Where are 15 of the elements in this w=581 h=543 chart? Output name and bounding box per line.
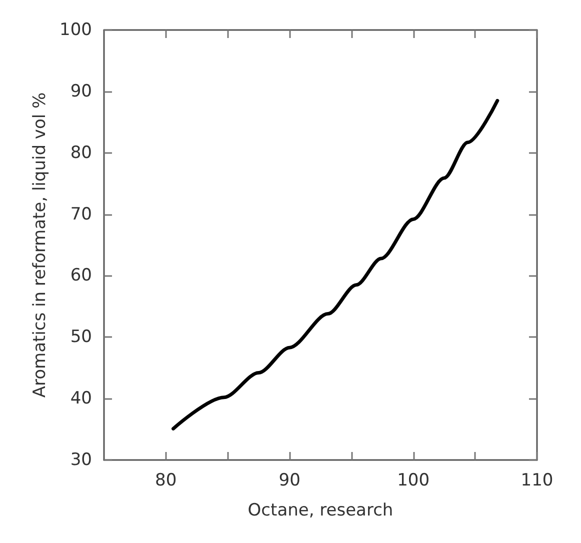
y-tick-label: 70 (70, 204, 92, 224)
x-tick-label: 80 (155, 470, 177, 490)
y-tick-label: 40 (70, 388, 92, 409)
x-axis-title: Octane, research (248, 500, 394, 520)
x-tick-label: 90 (278, 470, 300, 490)
x-tick-label: 110 (520, 470, 554, 490)
y-tick-label: 50 (70, 327, 92, 348)
y-tick-label: 60 (70, 266, 92, 286)
y-tick-label: 80 (70, 142, 92, 163)
y-tick-label: 90 (70, 81, 92, 102)
line-series (172, 98, 500, 430)
y-tick-label: 100 (60, 20, 92, 40)
x-tick-label: 100 (397, 470, 430, 490)
y-tick-label: 30 (70, 450, 92, 470)
y-axis-title: Aromatics in reformate, liquid vol % (30, 92, 50, 398)
